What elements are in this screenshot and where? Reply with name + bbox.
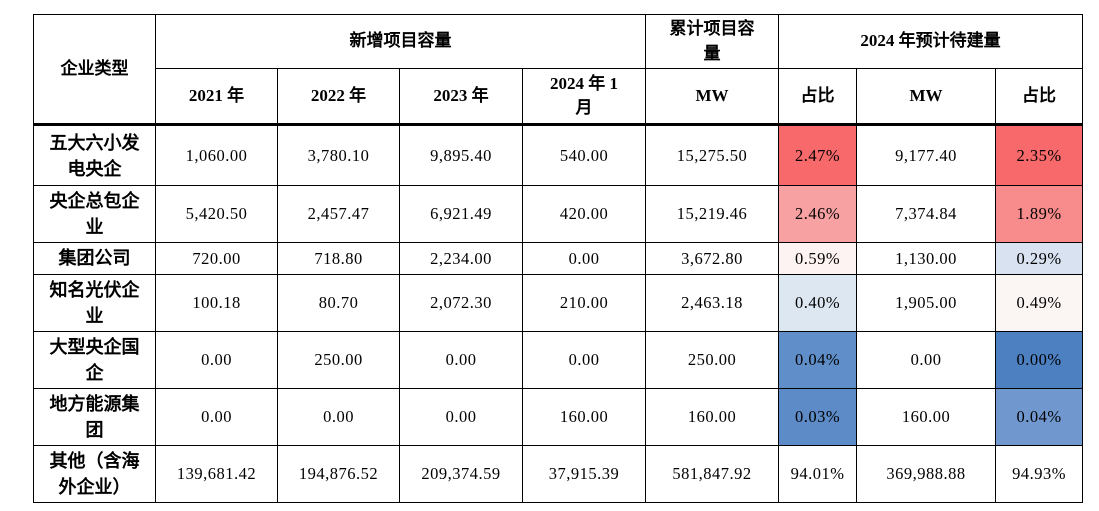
- row-label: 五大六小发 电央企: [33, 124, 156, 187]
- heatmap-cell: 0.59%: [778, 242, 857, 275]
- header-group-planned-2024: 2024 年预计待建量: [778, 13, 1083, 70]
- table-row: 集团公司 720.00 718.80 2,234.00 0.00 3,672.8…: [33, 242, 1083, 275]
- row-label: 大型央企国 企: [33, 330, 156, 389]
- heatmap-cell: 1.89%: [995, 185, 1083, 244]
- table-row: 知名光伏企 业 100.18 80.70 2,072.30 210.00 2,4…: [33, 273, 1083, 332]
- header-year-2022: 2022 年: [277, 68, 400, 127]
- heatmap-cell: 0.04%: [995, 387, 1083, 447]
- cell: 160.00: [522, 387, 646, 447]
- cell: 160.00: [645, 387, 779, 447]
- cell: 0.00: [522, 242, 646, 275]
- header-ratio-2: 占比: [995, 68, 1083, 127]
- capacity-data-table: 企业类型 新增项目容量 累计项目容 量 2024 年预计待建量 2021 年 2…: [33, 13, 1083, 504]
- heatmap-cell: 0.04%: [778, 330, 857, 389]
- row-label: 地方能源集 团: [33, 387, 156, 447]
- row-label: 知名光伏企 业: [33, 273, 156, 332]
- heatmap-cell: 0.40%: [778, 273, 857, 332]
- heatmap-cell: 2.46%: [778, 185, 857, 244]
- cell: 6,921.49: [399, 185, 523, 244]
- cell: 9,177.40: [856, 124, 996, 187]
- header-planned-mw: MW: [856, 68, 996, 127]
- capacity-table: 企业类型 新增项目容量 累计项目容 量 2024 年预计待建量 2021 年 2…: [33, 13, 1083, 504]
- header-year-2021: 2021 年: [155, 68, 278, 127]
- cell: 2,234.00: [399, 242, 523, 275]
- cell: 1,130.00: [856, 242, 996, 275]
- header-group-new-capacity: 新增项目容量: [155, 13, 646, 70]
- cell: 0.00: [277, 387, 400, 447]
- cell: 250.00: [277, 330, 400, 389]
- table-header: 企业类型 新增项目容量 累计项目容 量 2024 年预计待建量 2021 年 2…: [33, 13, 1083, 127]
- heatmap-cell: 0.49%: [995, 273, 1083, 332]
- cell: 0.00: [399, 387, 523, 447]
- table-row: 五大六小发 电央企 1,060.00 3,780.10 9,895.40 540…: [33, 124, 1083, 187]
- cell: 720.00: [155, 242, 278, 275]
- table-body: 五大六小发 电央企 1,060.00 3,780.10 9,895.40 540…: [33, 124, 1083, 504]
- cell: 15,275.50: [645, 124, 779, 187]
- cell: 2,457.47: [277, 185, 400, 244]
- header-cumulative-mw: MW: [645, 68, 779, 127]
- heatmap-cell: 0.29%: [995, 242, 1083, 275]
- cell: 369,988.88: [856, 445, 996, 504]
- header-ratio-1: 占比: [778, 68, 857, 127]
- cell: 0.00: [155, 387, 278, 447]
- cell: 210.00: [522, 273, 646, 332]
- header-year-2024-jan: 2024 年 1 月: [522, 68, 646, 127]
- cell: 3,672.80: [645, 242, 779, 275]
- row-label: 其他（含海 外企业）: [33, 445, 156, 504]
- cell: 94.01%: [778, 445, 857, 504]
- cell: 7,374.84: [856, 185, 996, 244]
- row-label: 集团公司: [33, 242, 156, 275]
- cell: 420.00: [522, 185, 646, 244]
- cell: 139,681.42: [155, 445, 278, 504]
- cell: 194,876.52: [277, 445, 400, 504]
- cell: 37,915.39: [522, 445, 646, 504]
- table-row: 央企总包企 业 5,420.50 2,457.47 6,921.49 420.0…: [33, 185, 1083, 244]
- table-row: 大型央企国 企 0.00 250.00 0.00 0.00 250.00 0.0…: [33, 330, 1083, 389]
- cell: 1,905.00: [856, 273, 996, 332]
- cell: 80.70: [277, 273, 400, 332]
- cell: 0.00: [155, 330, 278, 389]
- cell: 160.00: [856, 387, 996, 447]
- cell: 9,895.40: [399, 124, 523, 187]
- header-group-cumulative-capacity: 累计项目容 量: [645, 13, 779, 70]
- cell: 15,219.46: [645, 185, 779, 244]
- cell: 250.00: [645, 330, 779, 389]
- cell: 100.18: [155, 273, 278, 332]
- cell: 2,072.30: [399, 273, 523, 332]
- cell: 2,463.18: [645, 273, 779, 332]
- heatmap-cell: 0.00%: [995, 330, 1083, 389]
- cell: 0.00: [856, 330, 996, 389]
- header-year-2023: 2023 年: [399, 68, 523, 127]
- heatmap-cell: 2.47%: [778, 124, 857, 187]
- cell: 0.00: [399, 330, 523, 389]
- cell: 5,420.50: [155, 185, 278, 244]
- table-row: 其他（含海 外企业） 139,681.42 194,876.52 209,374…: [33, 445, 1083, 504]
- header-group-row: 企业类型 新增项目容量 累计项目容 量 2024 年预计待建量: [33, 13, 1083, 127]
- row-label: 央企总包企 业: [33, 185, 156, 244]
- cell: 3,780.10: [277, 124, 400, 187]
- heatmap-cell: 2.35%: [995, 124, 1083, 187]
- cell: 718.80: [277, 242, 400, 275]
- header-enterprise-type: 企业类型: [33, 13, 156, 127]
- header-sub-row: 2021 年 2022 年 2023 年 2024 年 1 月 MW 占比 MW…: [34, 68, 1083, 127]
- cell: 581,847.92: [645, 445, 779, 504]
- cell: 540.00: [522, 124, 646, 187]
- heatmap-cell: 0.03%: [778, 387, 857, 447]
- cell: 0.00: [522, 330, 646, 389]
- table-row: 地方能源集 团 0.00 0.00 0.00 160.00 160.00 0.0…: [33, 387, 1083, 447]
- cell: 1,060.00: [155, 124, 278, 187]
- cell: 209,374.59: [399, 445, 523, 504]
- cell: 94.93%: [995, 445, 1083, 504]
